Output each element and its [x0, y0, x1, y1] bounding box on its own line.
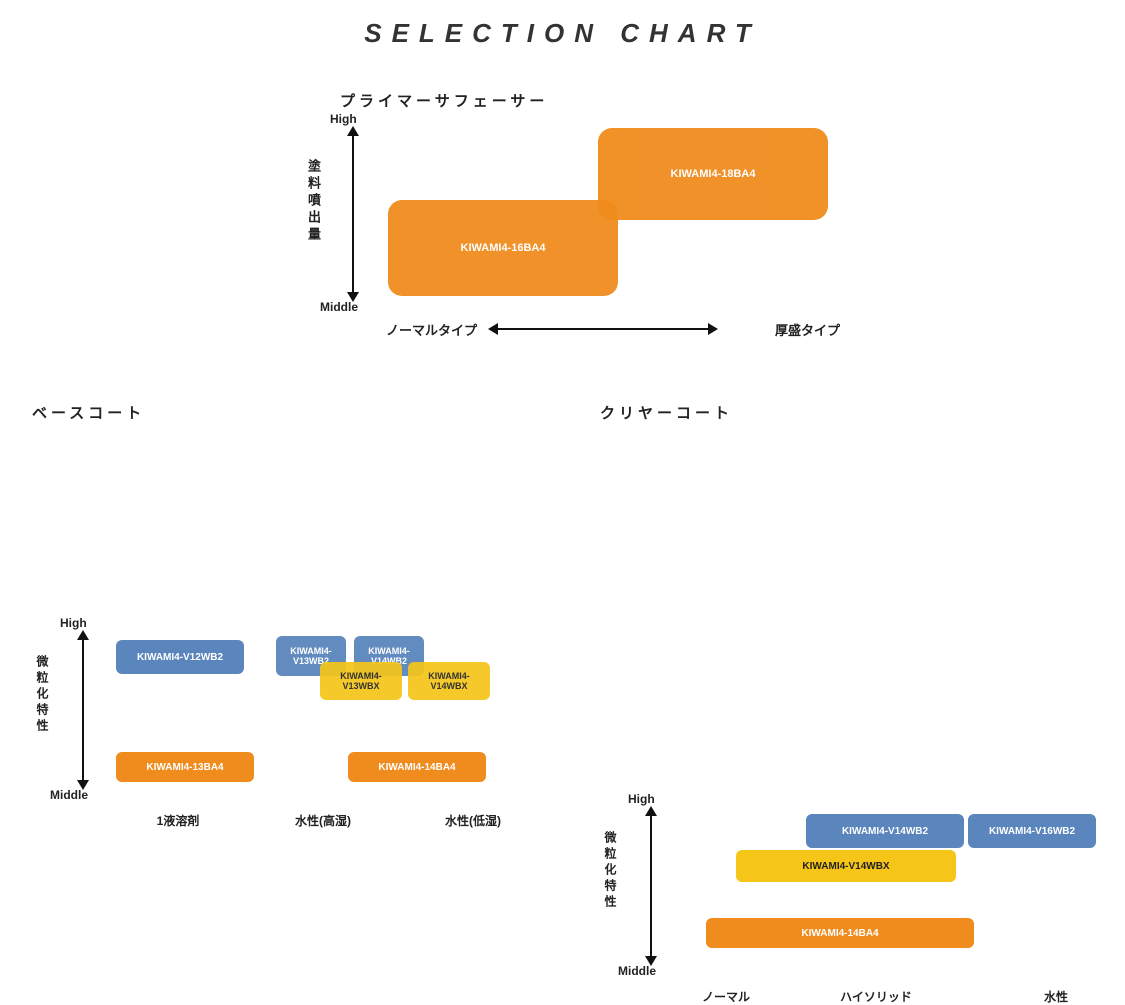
clearcoat-y-arrow-up-icon — [645, 806, 657, 816]
basecoat-y-arrow-up-icon — [77, 630, 89, 640]
primer-y-axis-label: 塗料噴出量 — [304, 159, 323, 244]
primer-x-arrow-right-icon — [708, 323, 718, 335]
basecoat-y-axis-label: 微粒化特性 — [34, 655, 51, 735]
primer-block: KIWAMI4-16BA4 — [388, 200, 618, 296]
primer-y-bottom-label: Middle — [320, 300, 358, 314]
basecoat-y-axis-arrow — [82, 640, 84, 780]
clearcoat-plot: HighMiddle微粒化特性KIWAMI4-V14WB2KIWAMI4-V16… — [676, 798, 1106, 974]
primer-y-arrow-up-icon — [347, 126, 359, 136]
basecoat-y-top-label: High — [60, 616, 87, 630]
basecoat-block: KIWAMI4-13BA4 — [116, 752, 254, 782]
basecoat-x-category: 1液溶剤 — [128, 812, 228, 829]
basecoat-x-category: 水性(高湿) — [273, 812, 373, 829]
clearcoat-block: KIWAMI4-V16WB2 — [968, 814, 1096, 848]
basecoat-x-category: 水性(低湿) — [423, 812, 523, 829]
clearcoat-y-top-label: High — [628, 792, 655, 806]
page-title: SELECTION CHART — [0, 18, 1125, 49]
primer-x-axis-arrow — [498, 328, 708, 330]
clearcoat-block: KIWAMI4-14BA4 — [706, 918, 974, 948]
primer-y-axis-arrow — [352, 136, 354, 292]
clearcoat-title: クリヤーコート — [600, 402, 733, 423]
clearcoat-y-arrow-down-icon — [645, 956, 657, 966]
clearcoat-block: KIWAMI4-V14WB2 — [806, 814, 964, 848]
clearcoat-y-axis-label: 微粒化特性 — [602, 831, 619, 911]
primer-block: KIWAMI4-18BA4 — [598, 128, 828, 220]
basecoat-y-arrow-down-icon — [77, 780, 89, 790]
clearcoat-block: KIWAMI4-V14WBX — [736, 850, 956, 882]
primer-x-right-label: 厚盛タイプ — [775, 320, 840, 339]
clearcoat-x-category: ハイソリッド — [826, 988, 926, 1005]
clearcoat-y-axis-arrow — [650, 816, 652, 956]
basecoat-plot: HighMiddle微粒化特性KIWAMI4-V12WB2KIWAMI4- V1… — [108, 622, 538, 798]
primer-x-left-label: ノーマルタイプ — [386, 320, 477, 339]
basecoat-block: KIWAMI4- V14WBX — [408, 662, 490, 700]
primer-y-top-label: High — [330, 112, 357, 126]
primer-y-arrow-down-icon — [347, 292, 359, 302]
primer-plot: HighMiddle塗料噴出量KIWAMI4-18BA4KIWAMI4-16BA… — [378, 118, 848, 310]
basecoat-block: KIWAMI4-V12WB2 — [116, 640, 244, 674]
clearcoat-x-category: 水性 — [1006, 988, 1106, 1005]
clearcoat-y-bottom-label: Middle — [618, 964, 656, 978]
basecoat-y-bottom-label: Middle — [50, 788, 88, 802]
clearcoat-x-category: ノーマル — [676, 988, 776, 1005]
primer-title: プライマーサフェーサー — [340, 90, 548, 111]
basecoat-title: ベースコート — [32, 402, 145, 423]
basecoat-block: KIWAMI4- V13WBX — [320, 662, 402, 700]
primer-x-arrow-left-icon — [488, 323, 498, 335]
basecoat-block: KIWAMI4-14BA4 — [348, 752, 486, 782]
